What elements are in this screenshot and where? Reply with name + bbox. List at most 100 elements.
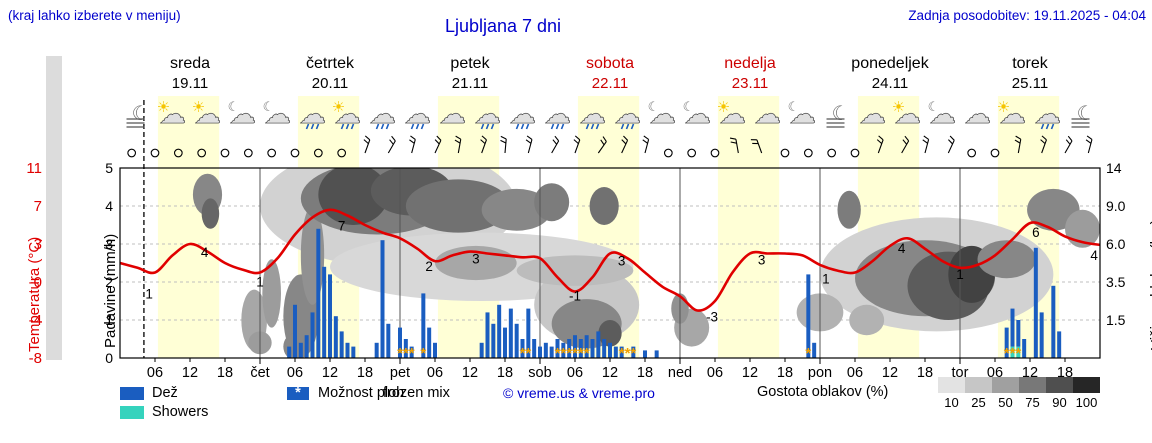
daylight-band	[717, 96, 780, 358]
cloud-glyph: ☁	[684, 99, 711, 129]
temp-tick: 3	[34, 236, 42, 253]
precip-tick: 1	[105, 312, 113, 328]
precip-bar	[1016, 320, 1021, 347]
sun-glyph: ☀	[192, 99, 205, 116]
chance-star: *	[409, 345, 415, 362]
weather-icons: ☾ ☀☁ ☀☁ ☾☁ ☾☁ ☁ ☀☁ ☁ ☁ ☁ ☁ ☁ ☁ ☁ ☁ ☾☁ ☾☁ ☀☁ ☁ ☾☁ ☾ ☁ ☀☁ ☾☁ ☁ ☀☁ ☁ ☾	[126, 99, 1095, 130]
wind-feather	[1041, 135, 1047, 141]
temp-label: -3	[706, 310, 718, 325]
precip-tick: 0	[105, 350, 113, 366]
cloud-glyph: ☁	[194, 99, 221, 129]
moon-glyph: ☾	[1077, 103, 1095, 125]
wind-feather	[730, 141, 737, 144]
cloud-blob	[405, 179, 511, 233]
calm-circle	[780, 148, 790, 158]
calm-circle	[150, 148, 160, 158]
calm-circle	[687, 148, 697, 158]
moon-glyph: ☾	[928, 99, 940, 114]
temperature-labels: 1 4 1 7 2 3 -1 3 -3 3 1 4 1 6 4	[145, 219, 1098, 325]
precip-bar	[380, 240, 385, 358]
rain-drop	[520, 123, 525, 130]
wind-feather	[729, 137, 737, 140]
cloud-axis-title: Višina oblakov (km)	[1148, 219, 1152, 350]
precip-bar	[1022, 339, 1027, 358]
calm-circle	[243, 148, 253, 158]
wind-staff	[387, 140, 396, 154]
precip-bar	[374, 342, 379, 358]
rain-drop	[590, 123, 595, 130]
cloud-blob	[598, 320, 622, 347]
day-date: 23.11	[731, 75, 769, 92]
moon-glyph: ☾	[683, 99, 695, 114]
precip-axis-title: Padavine (mm/h)	[102, 233, 119, 348]
wind-staff	[1064, 140, 1073, 154]
precip-bar	[812, 342, 817, 358]
wind-feather	[573, 139, 579, 145]
sun-cloud-icon: ☀☁	[192, 99, 222, 130]
wind-staff	[504, 139, 507, 154]
rain-icon: ☁	[404, 99, 432, 130]
location-hint: (kraj lahko izberete v meniju)	[8, 8, 181, 23]
density-tick: 10	[944, 395, 959, 410]
wind-feather	[409, 139, 415, 144]
day-date: 22.11	[591, 75, 629, 92]
wind-feather	[480, 139, 486, 145]
precip-bar	[386, 323, 391, 358]
hour-tick: 06	[427, 365, 443, 381]
rain-icon: ☁	[369, 99, 397, 130]
day-abbrev-tick: pon	[808, 365, 832, 381]
wind-feather	[1067, 135, 1073, 142]
day-header: ponedeljek 24.11	[820, 54, 960, 94]
day-name: petek	[450, 55, 490, 72]
wind-staff	[597, 141, 607, 154]
calm-circle	[967, 148, 977, 158]
day-name: sreda	[169, 55, 211, 72]
cloud-blob	[849, 304, 885, 336]
wind-feather	[434, 139, 440, 145]
cloud-glyph: ☁	[719, 99, 746, 129]
cloud-tick: 6.0	[1106, 236, 1126, 252]
hour-tick: 12	[182, 365, 198, 381]
rain-drop	[480, 123, 485, 130]
moon-glyph: ☾	[648, 99, 660, 114]
day-abbrev-tick: sob	[528, 365, 551, 381]
temp-label: 1	[822, 272, 830, 287]
density-tick: 100	[1075, 395, 1098, 410]
temp-tick: -8	[29, 350, 42, 367]
sun-cloud-icon: ☀☁	[892, 99, 922, 130]
wind-feather	[923, 135, 929, 140]
sun-glyph: ☀	[997, 99, 1010, 116]
wind-feather	[481, 135, 487, 141]
precip-bar	[543, 342, 548, 358]
rain-drop	[345, 123, 350, 130]
rain-icon: ☁	[1034, 99, 1062, 130]
chance-star: *	[1004, 345, 1010, 362]
precip-bar	[526, 308, 531, 358]
calm-circle	[337, 148, 347, 158]
rain-drop	[310, 123, 315, 130]
cloud-blob	[977, 240, 1036, 279]
wind-feather	[410, 135, 416, 140]
wind-feather	[621, 139, 627, 145]
density-cell	[1046, 377, 1073, 393]
wind-barbs	[127, 135, 1093, 158]
rain-drop	[415, 123, 420, 130]
rain-drop	[490, 123, 495, 130]
hour-tick: 12	[462, 365, 478, 381]
precip-bar	[345, 342, 350, 358]
plot-border	[119, 167, 1101, 359]
cloud-glyph: ☁	[544, 99, 571, 129]
copyright-link[interactable]: © vreme.us & vreme.pro	[503, 385, 655, 401]
temp-tick: -0	[29, 274, 42, 291]
cloud-icon: ☁	[964, 99, 992, 130]
sun-glyph: ☀	[157, 99, 170, 116]
chance-star: *	[584, 345, 590, 362]
sun-rain-icon: ☀☁	[332, 99, 362, 130]
temperature-line	[120, 208, 1100, 312]
cloud-glyph: ☁	[264, 99, 291, 129]
rain-drop	[620, 123, 625, 130]
rain-drop	[485, 123, 490, 130]
day-header: četrtek 20.11	[260, 54, 400, 94]
rain-icon: ☁	[299, 99, 327, 130]
